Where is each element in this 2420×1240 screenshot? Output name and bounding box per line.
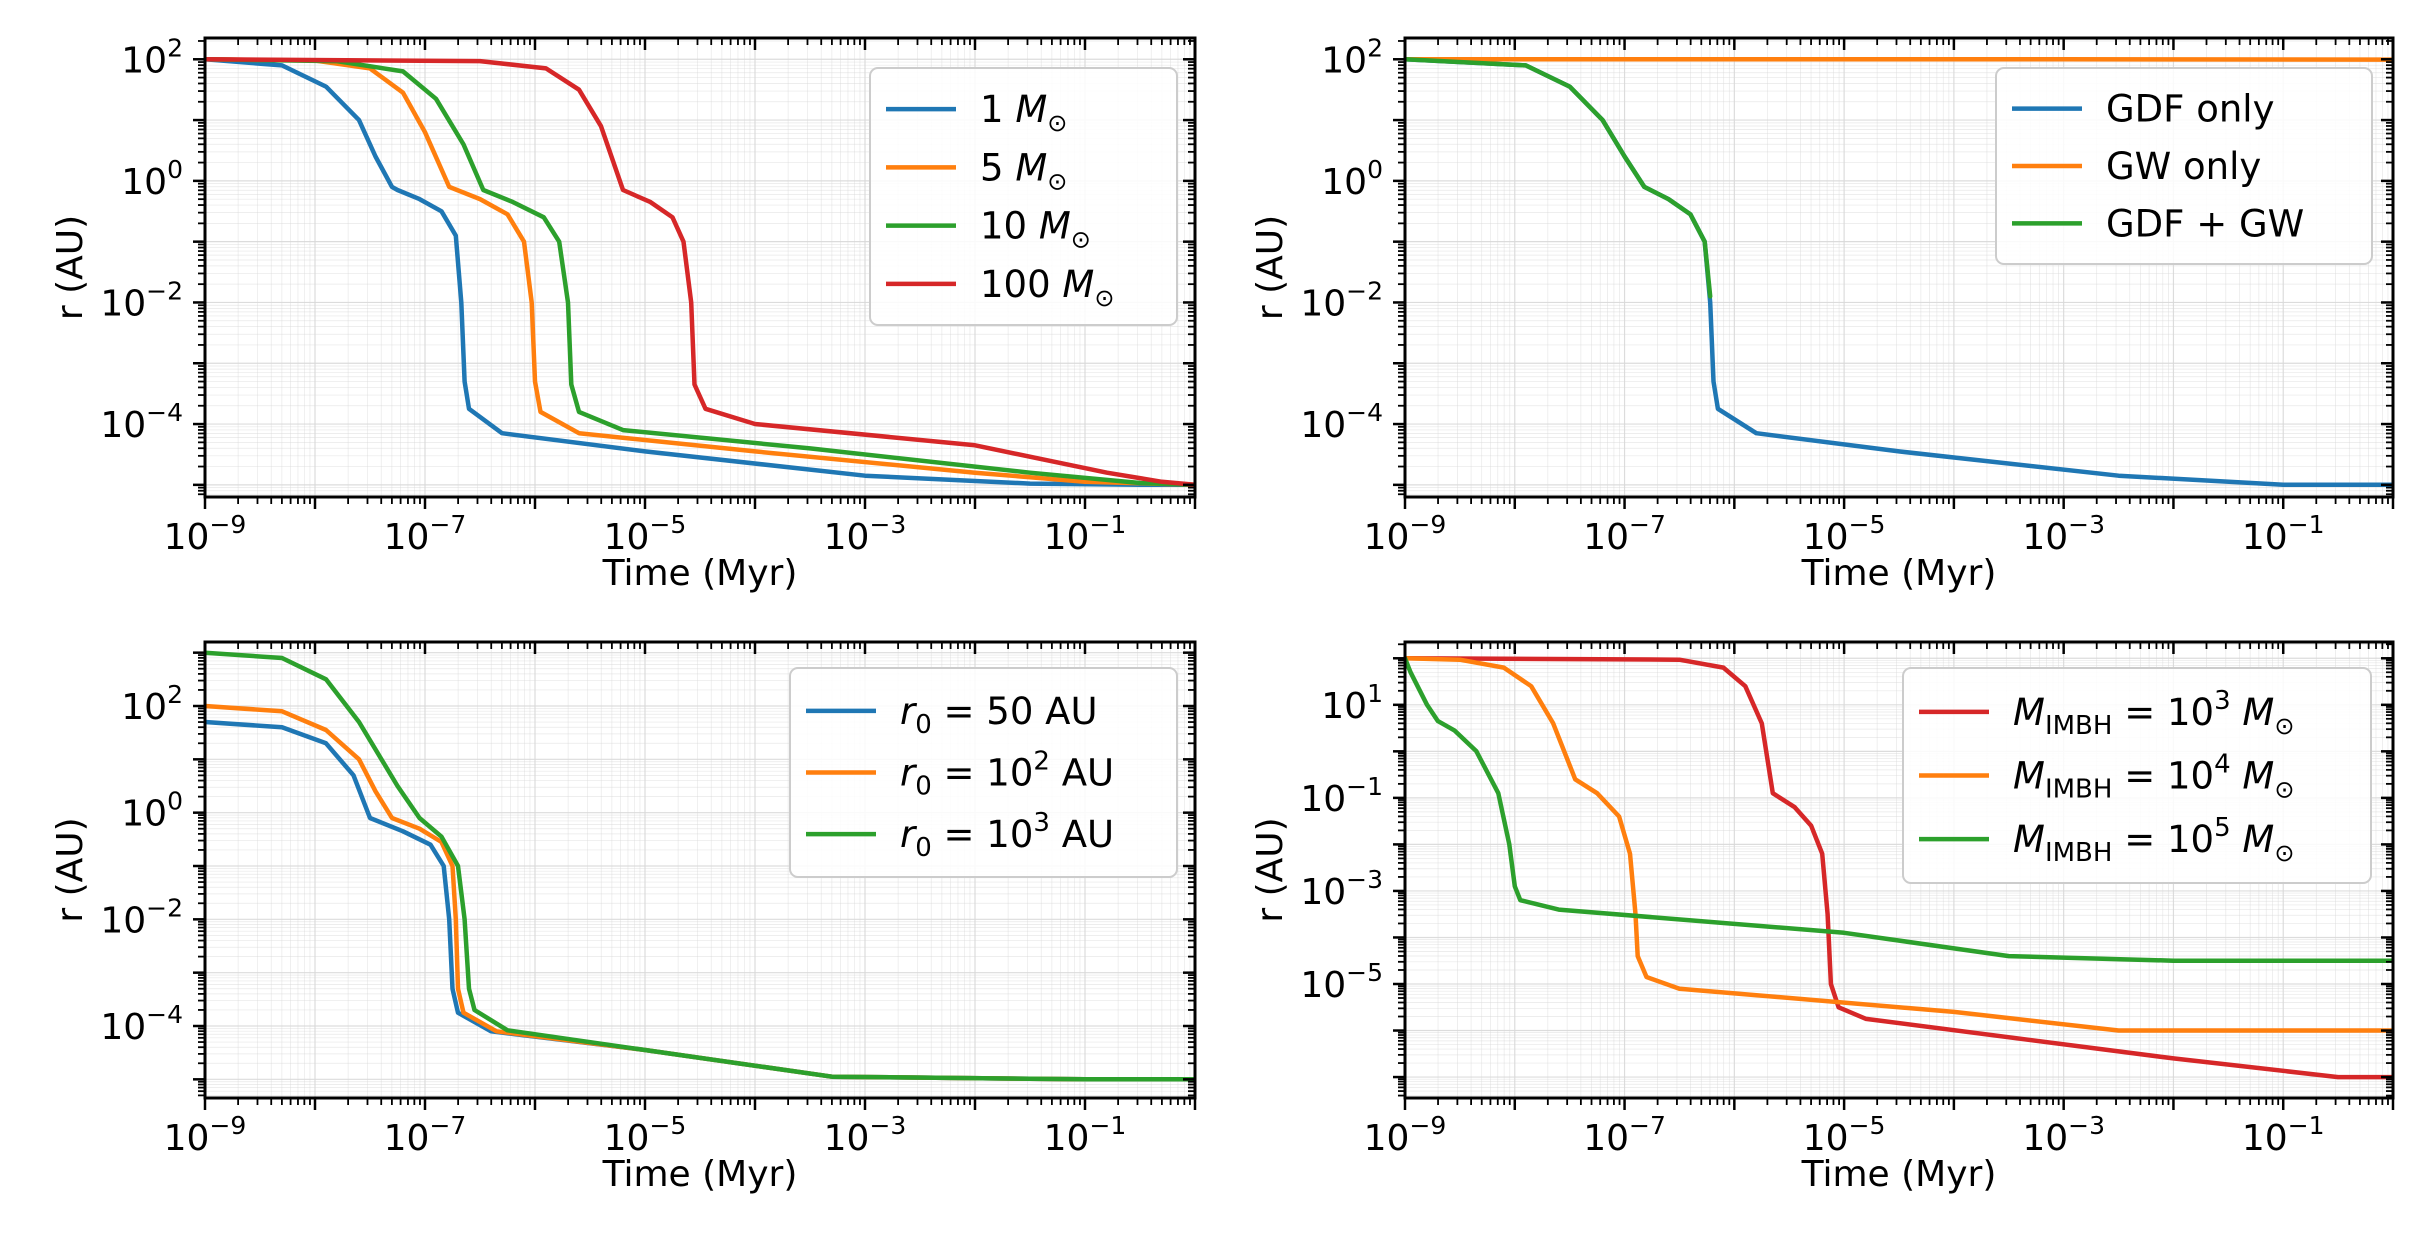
x-tick-label: 10−3 xyxy=(824,510,907,558)
y-tick-label: 10−2 xyxy=(100,893,183,941)
legend-label: 1 M⊙ xyxy=(980,88,1067,137)
y-tick-label: 102 xyxy=(1321,33,1383,81)
axes-frame xyxy=(1403,640,2395,1100)
y-tick-label: 102 xyxy=(121,680,183,728)
x-axis-label: Time (Myr) xyxy=(602,1154,798,1195)
x-tick-label: 10−5 xyxy=(1803,1111,1886,1159)
panel-bottom-left: 10−9 10−7 10−5 10−3 10−1 102 100 10−2 10−4 Time (… xyxy=(50,640,1197,1195)
x-tick-label: 10−7 xyxy=(384,1111,467,1159)
series-group xyxy=(1405,57,2393,488)
series-group xyxy=(205,57,1195,488)
y-tick-label: 10−4 xyxy=(1300,398,1383,446)
x-tick-label: 10−5 xyxy=(604,1111,687,1159)
legend: 1 M⊙ 5 M⊙ 10 M⊙ 100 M⊙ xyxy=(869,67,1178,326)
legend-box xyxy=(1995,67,2373,265)
y-tick-label: 10−5 xyxy=(1300,958,1383,1006)
axes-frame xyxy=(203,640,1197,1100)
series-line-blue xyxy=(205,57,1195,488)
legend-label: GDF only xyxy=(2106,88,2274,131)
x-tick-label: 10−7 xyxy=(384,510,467,558)
legend-label: 5 M⊙ xyxy=(980,146,1067,195)
y-axis-label: r (AU) xyxy=(1250,817,1291,922)
y-tick-label: 102 xyxy=(121,33,183,81)
legend-label: r0 = 102 AU xyxy=(900,747,1114,802)
x-tick-label: 10−3 xyxy=(2022,1111,2105,1159)
x-tick-label: 10−1 xyxy=(2242,1111,2325,1159)
y-tick-label: 10−2 xyxy=(100,276,183,324)
x-tick-label: 10−9 xyxy=(1364,1111,1447,1159)
legend-label: GDF + GW xyxy=(2106,202,2304,245)
legend-box xyxy=(869,67,1178,326)
y-axis-label: r (AU) xyxy=(1250,215,1291,320)
series-line-orange xyxy=(205,57,1195,488)
series-line-orange xyxy=(1405,656,2393,1033)
y-axis-label: r (AU) xyxy=(50,817,91,922)
axes-frame xyxy=(203,36,1197,499)
legend-label: r0 = 103 AU xyxy=(900,808,1114,863)
y-tick-label: 100 xyxy=(121,155,183,203)
y-tick-label: 100 xyxy=(121,787,183,835)
legend-label: MIMBH = 103 M⊙ xyxy=(2013,686,2294,741)
x-tick-label: 10−1 xyxy=(1044,510,1127,558)
x-tick-label: 10−1 xyxy=(2242,510,2325,558)
x-tick-label: 10−7 xyxy=(1583,510,1666,558)
x-tick-label: 10−1 xyxy=(1044,1111,1127,1159)
legend: r0 = 50 AU r0 = 102 AU r0 = 103 AU xyxy=(789,667,1178,878)
series-line-green xyxy=(205,57,1195,488)
series-line-green xyxy=(1405,57,1713,299)
legend-label: MIMBH = 104 M⊙ xyxy=(2013,750,2294,805)
y-tick-label: 10−1 xyxy=(1300,772,1383,820)
legend-label: 10 M⊙ xyxy=(980,205,1091,254)
axes-frame xyxy=(1403,36,2395,499)
panel-top-right: 10−9 10−7 10−5 10−3 10−1 102 100 10−2 10−4 Time (… xyxy=(1250,33,2395,594)
y-axis-label: r (AU) xyxy=(50,215,91,320)
x-tick-label: 10−9 xyxy=(164,510,247,558)
panel-top-left: 10−9 10−7 10−5 10−3 10−1 102 100 10−2 10−4 Time (… xyxy=(50,33,1197,594)
series-line-green xyxy=(1405,656,2393,963)
tick-marks xyxy=(193,38,1197,509)
legend: MIMBH = 103 M⊙ MIMBH = 104 M⊙ MIMBH = 105 … xyxy=(1902,667,2372,884)
x-axis-label: Time (Myr) xyxy=(602,553,798,594)
series-line-red xyxy=(205,57,1195,488)
x-tick-label: 10−3 xyxy=(824,1111,907,1159)
x-axis-label: Time (Myr) xyxy=(1801,1154,1997,1195)
x-tick-label: 10−9 xyxy=(1364,510,1447,558)
series-line-green xyxy=(205,650,1195,1082)
x-tick-label: 10−5 xyxy=(604,510,687,558)
series-group xyxy=(1405,656,2393,1080)
y-tick-label: 10−4 xyxy=(100,1000,183,1048)
tick-marks xyxy=(193,642,1197,1110)
x-tick-label: 10−5 xyxy=(1803,510,1886,558)
legend-label: MIMBH = 105 M⊙ xyxy=(2013,813,2294,868)
legend: GDF only GW only GDF + GW xyxy=(1995,67,2373,265)
x-tick-label: 10−3 xyxy=(2022,510,2105,558)
y-tick-label: 100 xyxy=(1321,155,1383,203)
y-tick-label: 10−2 xyxy=(1300,276,1383,324)
tick-marks xyxy=(1393,38,2395,509)
series-group xyxy=(205,650,1195,1082)
tick-marks xyxy=(1393,642,2395,1110)
x-tick-label: 10−9 xyxy=(164,1111,247,1159)
legend-box xyxy=(1902,667,2372,884)
y-tick-label: 10−4 xyxy=(100,398,183,446)
series-line-red xyxy=(1405,656,2393,1080)
legend-label: GW only xyxy=(2106,145,2261,188)
x-tick-label: 10−7 xyxy=(1583,1111,1666,1159)
panel-bottom-right: 10−9 10−7 10−5 10−3 10−110110−110−310−5Time … xyxy=(1250,640,2395,1195)
y-tick-label: 101 xyxy=(1321,679,1383,727)
legend-label: r0 = 50 AU xyxy=(900,690,1098,740)
legend-label: 100 M⊙ xyxy=(980,263,1114,312)
y-tick-label: 10−3 xyxy=(1300,865,1383,913)
x-axis-label: Time (Myr) xyxy=(1801,553,1997,594)
legend-box xyxy=(789,667,1178,878)
